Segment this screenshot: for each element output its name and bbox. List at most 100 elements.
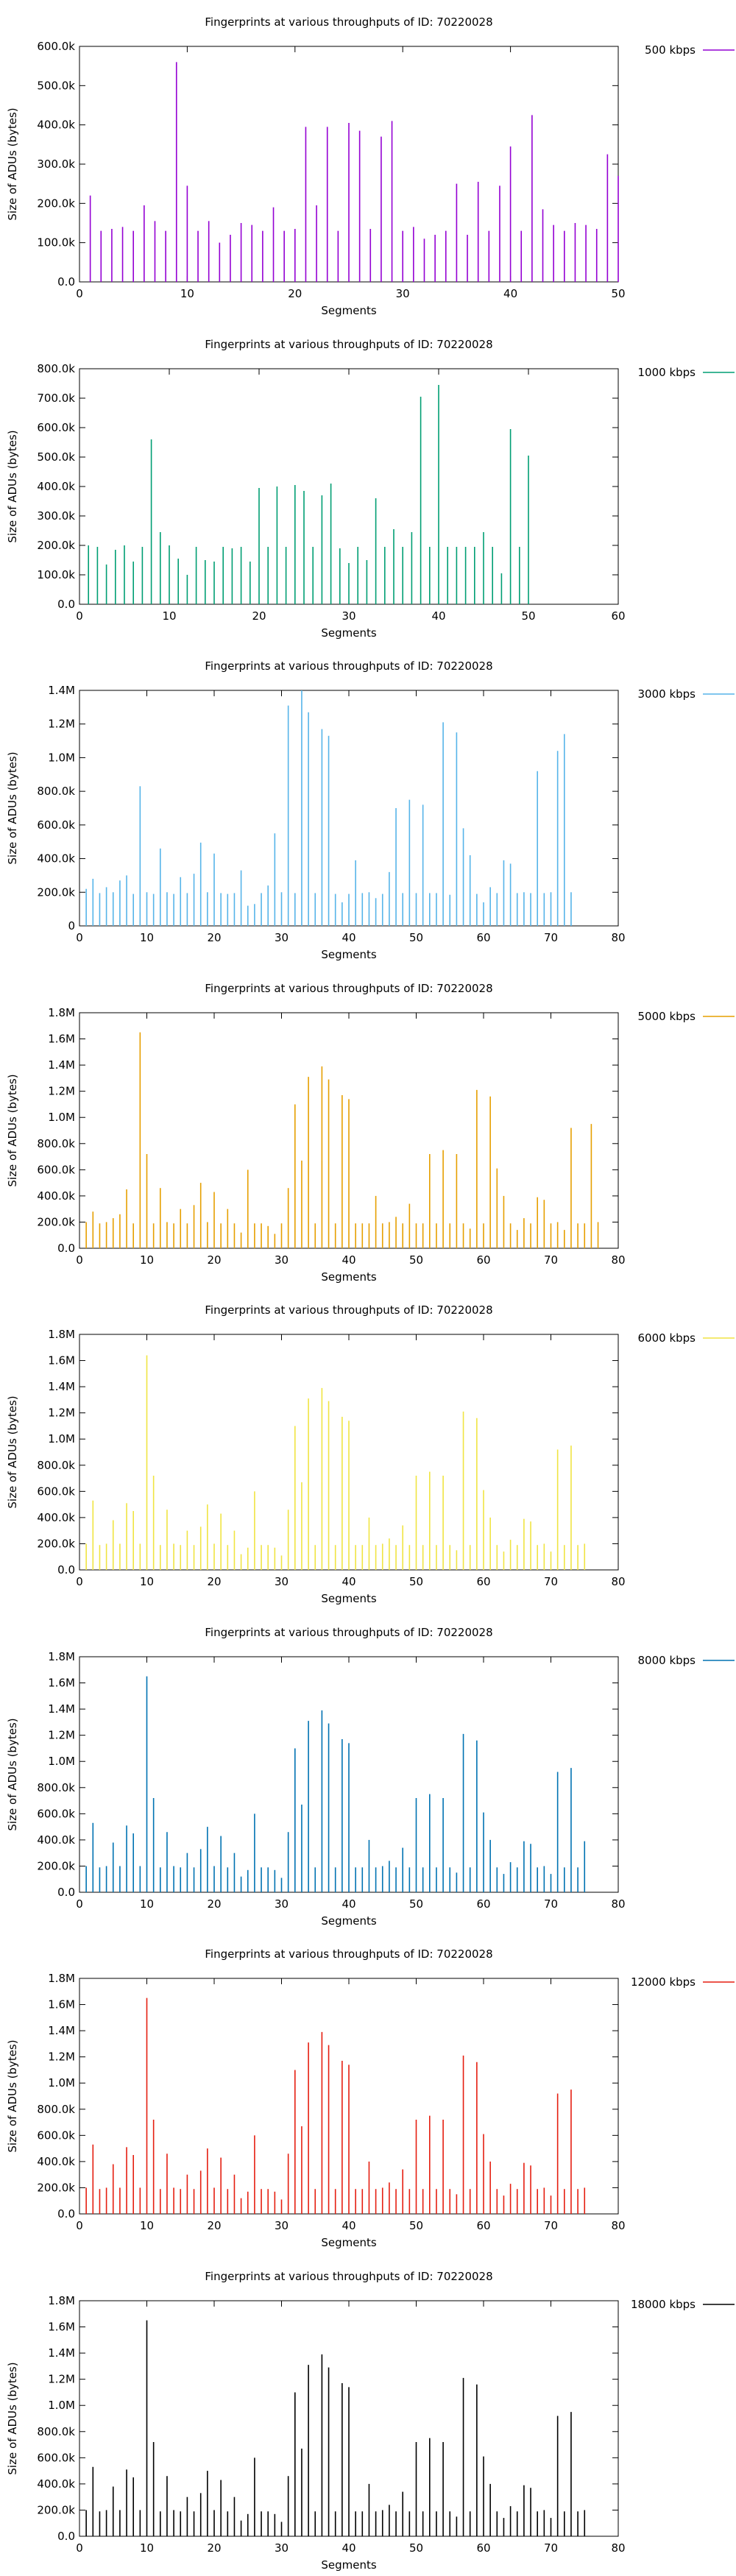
- legend-label: 5000 kbps: [638, 1010, 696, 1023]
- x-tick-label: 10: [140, 1253, 154, 1267]
- legend-label: 1000 kbps: [638, 366, 696, 379]
- y-tick-label: 600.0k: [37, 1163, 75, 1176]
- x-tick-label: 20: [207, 1575, 221, 1588]
- x-tick-label: 50: [611, 287, 625, 300]
- x-tick-label: 40: [342, 1897, 355, 1911]
- y-tick-label: 1.0M: [48, 2399, 75, 2412]
- y-tick-label: 200.0k: [37, 1215, 75, 1228]
- chart-panel-5: Fingerprints at various throughputs of I…: [6, 1303, 735, 1605]
- y-tick-label: 400.0k: [37, 2477, 75, 2490]
- x-tick-label: 30: [275, 1897, 289, 1911]
- y-tick-label: 400.0k: [37, 852, 75, 866]
- y-tick-label: 500.0k: [37, 450, 75, 464]
- y-axis-label: Size of ADUs (bytes): [6, 107, 19, 220]
- x-axis-label: Segments: [321, 626, 377, 640]
- x-tick-label: 40: [342, 1575, 355, 1588]
- y-tick-label: 1.0M: [48, 1755, 75, 1768]
- x-tick-label: 80: [611, 1575, 625, 1588]
- chart-panel-8: Fingerprints at various throughputs of I…: [6, 2270, 735, 2572]
- y-tick-label: 1.4M: [48, 2346, 75, 2360]
- y-tick-label: 0: [68, 919, 75, 933]
- y-tick-label: 1.4M: [48, 684, 75, 697]
- x-tick-label: 10: [180, 287, 194, 300]
- x-tick-label: 30: [275, 931, 289, 944]
- x-tick-label: 0: [76, 2219, 83, 2232]
- y-tick-label: 1.4M: [48, 1058, 75, 1072]
- legend-label: 12000 kbps: [631, 1975, 696, 1989]
- x-tick-label: 50: [409, 1253, 423, 1267]
- x-tick-label: 20: [207, 1253, 221, 1267]
- x-tick-label: 10: [140, 2219, 154, 2232]
- y-tick-label: 1.6M: [48, 1998, 75, 2011]
- y-tick-label: 400.0k: [37, 1833, 75, 1846]
- chart-title: Fingerprints at various throughputs of I…: [205, 659, 492, 673]
- x-tick-label: 0: [76, 1253, 83, 1267]
- y-tick-label: 200.0k: [37, 539, 75, 552]
- y-tick-label: 600.0k: [37, 40, 75, 53]
- y-tick-label: 800.0k: [37, 1136, 75, 1150]
- y-tick-label: 1.8M: [48, 2294, 75, 2307]
- y-tick-label: 200.0k: [37, 1859, 75, 1872]
- y-tick-label: 0.0: [57, 598, 75, 611]
- x-tick-label: 30: [275, 2219, 289, 2232]
- y-tick-label: 1.4M: [48, 1702, 75, 1716]
- x-tick-label: 80: [611, 2541, 625, 2555]
- x-tick-label: 0: [76, 1575, 83, 1588]
- y-tick-label: 300.0k: [37, 509, 75, 523]
- x-tick-label: 50: [409, 2219, 423, 2232]
- x-tick-label: 10: [162, 609, 176, 623]
- x-tick-label: 40: [342, 2219, 355, 2232]
- y-tick-label: 0.0: [57, 275, 75, 289]
- y-tick-label: 1.6M: [48, 1354, 75, 1367]
- x-tick-label: 30: [275, 1253, 289, 1267]
- x-tick-label: 70: [544, 2219, 558, 2232]
- x-tick-label: 60: [476, 1253, 490, 1267]
- x-tick-label: 20: [288, 287, 302, 300]
- y-axis-label: Size of ADUs (bytes): [6, 1395, 19, 1508]
- y-axis-label: Size of ADUs (bytes): [6, 2362, 19, 2474]
- y-tick-label: 1.6M: [48, 2320, 75, 2333]
- x-tick-label: 60: [476, 931, 490, 944]
- x-axis-label: Segments: [321, 1270, 377, 1284]
- y-tick-label: 1.0M: [48, 1111, 75, 1124]
- x-tick-label: 20: [207, 931, 221, 944]
- x-tick-label: 20: [207, 1897, 221, 1911]
- y-tick-label: 1.2M: [48, 1084, 75, 1097]
- y-tick-label: 0.0: [57, 1886, 75, 1899]
- x-tick-label: 0: [76, 1897, 83, 1911]
- y-tick-label: 1.2M: [48, 2372, 75, 2385]
- x-tick-label: 20: [252, 609, 266, 623]
- legend-label: 500 kbps: [645, 43, 696, 57]
- y-tick-label: 600.0k: [37, 421, 75, 434]
- x-axis-label: Segments: [321, 1914, 377, 1928]
- x-tick-label: 40: [342, 1253, 355, 1267]
- y-tick-label: 1.4M: [48, 2024, 75, 2037]
- y-tick-label: 800.0k: [37, 1459, 75, 1472]
- x-tick-label: 30: [396, 287, 410, 300]
- chart-panel-1: Fingerprints at various throughputs of I…: [6, 15, 735, 317]
- legend-label: 6000 kbps: [638, 1331, 696, 1345]
- y-tick-label: 1.8M: [48, 1328, 75, 1341]
- x-tick-label: 40: [342, 2541, 355, 2555]
- y-tick-label: 600.0k: [37, 1807, 75, 1820]
- x-tick-label: 50: [521, 609, 535, 623]
- x-tick-label: 80: [611, 1897, 625, 1911]
- y-tick-label: 1.2M: [48, 718, 75, 731]
- x-tick-label: 0: [76, 2541, 83, 2555]
- x-tick-label: 0: [76, 931, 83, 944]
- x-tick-label: 30: [342, 609, 355, 623]
- y-tick-label: 400.0k: [37, 480, 75, 493]
- x-tick-label: 60: [611, 609, 625, 623]
- y-tick-label: 1.8M: [48, 1006, 75, 1019]
- x-tick-label: 50: [409, 1897, 423, 1911]
- y-tick-label: 600.0k: [37, 2129, 75, 2142]
- x-axis-label: Segments: [321, 2558, 377, 2572]
- y-tick-label: 0.0: [57, 1563, 75, 1577]
- y-axis-label: Size of ADUs (bytes): [6, 430, 19, 542]
- x-tick-label: 70: [544, 1897, 558, 1911]
- x-axis-label: Segments: [321, 304, 377, 317]
- y-tick-label: 400.0k: [37, 1189, 75, 1202]
- chart-title: Fingerprints at various throughputs of I…: [205, 982, 492, 995]
- y-tick-label: 0.0: [57, 1242, 75, 1255]
- x-tick-label: 50: [409, 931, 423, 944]
